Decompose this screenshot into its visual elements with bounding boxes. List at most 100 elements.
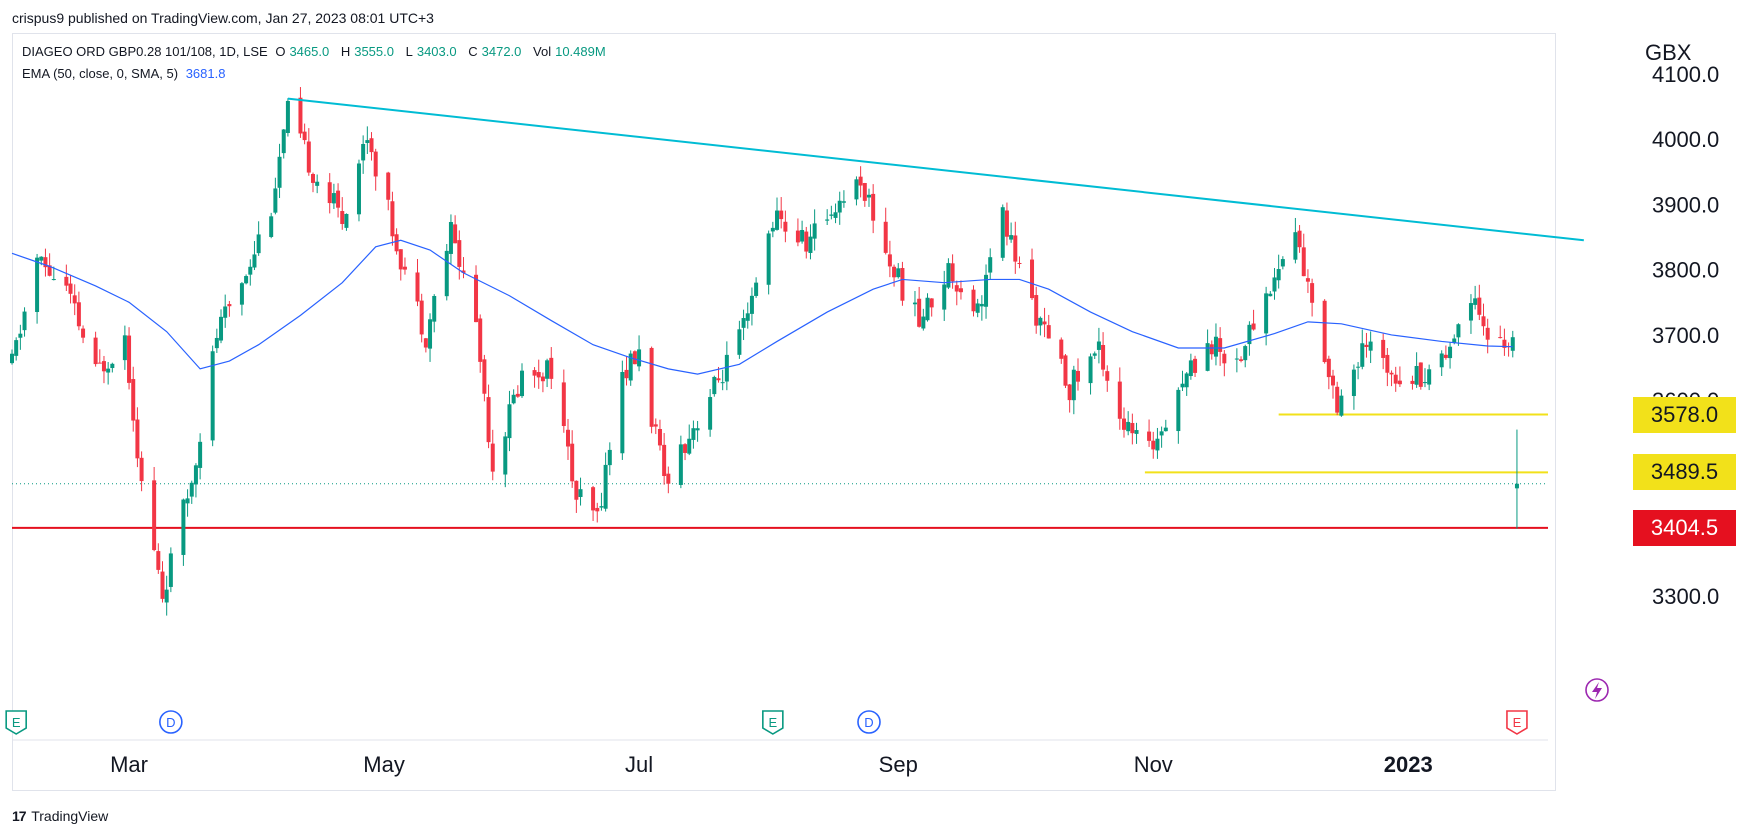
candle-body: [570, 443, 575, 482]
candle: [1422, 368, 1427, 388]
candle: [331, 183, 336, 209]
candle: [1339, 389, 1344, 417]
candle-body: [837, 200, 842, 213]
candle-body: [1481, 316, 1486, 327]
candle-body: [620, 372, 625, 454]
candle-body: [900, 268, 905, 301]
candle-body: [478, 318, 483, 362]
candle-body: [795, 230, 800, 243]
horizontal-lines: [12, 413, 1548, 529]
candle: [1013, 221, 1018, 274]
candle-body: [1360, 343, 1365, 367]
candle: [277, 143, 282, 199]
candle-body: [1297, 230, 1302, 248]
candle-body: [227, 304, 232, 307]
ohlc-open: O 3465.0: [275, 44, 330, 59]
candle: [511, 389, 516, 405]
candle-body: [1088, 356, 1093, 384]
candle-body: [515, 393, 520, 397]
lightning-icon[interactable]: [1585, 678, 1609, 702]
candle-body: [607, 449, 612, 466]
x-tick-label: May: [363, 752, 405, 777]
candle: [653, 418, 658, 435]
candle-body: [628, 353, 633, 381]
candle-body: [402, 266, 407, 270]
candle: [1410, 375, 1415, 390]
candle-body: [1000, 207, 1005, 258]
candle-body: [858, 176, 863, 186]
candle-body: [51, 279, 56, 281]
candle-body: [1147, 431, 1152, 441]
candle-body: [1017, 262, 1022, 264]
candle: [1088, 353, 1093, 395]
candle: [1473, 285, 1478, 310]
candle-body: [68, 283, 73, 294]
candle: [737, 320, 742, 359]
candle-body: [156, 551, 161, 570]
candle-body: [720, 382, 725, 384]
candle: [862, 182, 867, 207]
candle: [691, 420, 696, 449]
candle: [302, 123, 307, 145]
ema-label[interactable]: EMA (50, close, 0, SMA, 5): [22, 66, 179, 81]
candle: [68, 274, 73, 304]
symbol-name[interactable]: DIAGEO ORD GBP0.28 101/108, 1D, LSE: [22, 44, 268, 59]
candle-body: [198, 441, 203, 468]
candle-body: [277, 156, 282, 188]
candle-body: [1301, 247, 1306, 277]
candle-body: [532, 370, 537, 376]
brand-name: TradingView: [31, 808, 109, 824]
candle-body: [474, 274, 479, 323]
candle: [858, 166, 863, 198]
candle: [1297, 225, 1302, 253]
candle: [1180, 370, 1185, 392]
tradingview-brand[interactable]: 17 TradingView: [12, 808, 108, 824]
ema-path: [11, 239, 1513, 375]
candle-body: [390, 201, 395, 237]
candle: [971, 285, 976, 317]
ohlc-close: C 3472.0: [468, 44, 522, 59]
volume: Vol 10.489M: [533, 44, 606, 59]
x-axis[interactable]: Mar May Jul Sep Nov 2023: [12, 739, 1548, 777]
candle-body: [565, 429, 570, 447]
candle: [135, 407, 140, 468]
trendline[interactable]: [287, 97, 1584, 242]
y-axis[interactable]: 4100.04000.03900.03800.03700.03600.03300…: [1652, 62, 1719, 609]
candle-body: [1013, 235, 1018, 262]
candle-body: [453, 224, 458, 244]
candle: [18, 324, 23, 350]
candle: [708, 389, 713, 437]
candle-body: [649, 347, 654, 427]
candle-body: [210, 351, 215, 441]
candle-body: [1176, 389, 1181, 432]
candle-body: [1385, 354, 1390, 373]
candle-body: [536, 372, 541, 378]
candle-body: [269, 216, 274, 237]
candle-body: [448, 222, 453, 254]
candle-body: [193, 465, 198, 485]
candle: [942, 270, 947, 321]
candle: [1030, 248, 1035, 300]
candle: [369, 132, 374, 161]
candle: [520, 363, 525, 398]
candle-body: [1326, 358, 1331, 378]
candle-body: [1004, 210, 1009, 237]
candle: [51, 266, 56, 281]
candle: [1147, 419, 1152, 447]
ohlc-low: L 3403.0: [405, 44, 457, 59]
candle: [975, 298, 980, 318]
candle: [223, 294, 228, 328]
candle: [946, 258, 951, 290]
candle-body: [219, 316, 224, 341]
candle: [490, 429, 495, 481]
candle: [1209, 340, 1214, 360]
candle-body: [716, 378, 721, 381]
earnings-icon: [5, 710, 27, 735]
candle: [1184, 372, 1189, 396]
candle: [595, 502, 600, 523]
candle-body: [1310, 283, 1315, 303]
event-marker-label: E: [1513, 715, 1522, 730]
candle: [1034, 286, 1039, 334]
